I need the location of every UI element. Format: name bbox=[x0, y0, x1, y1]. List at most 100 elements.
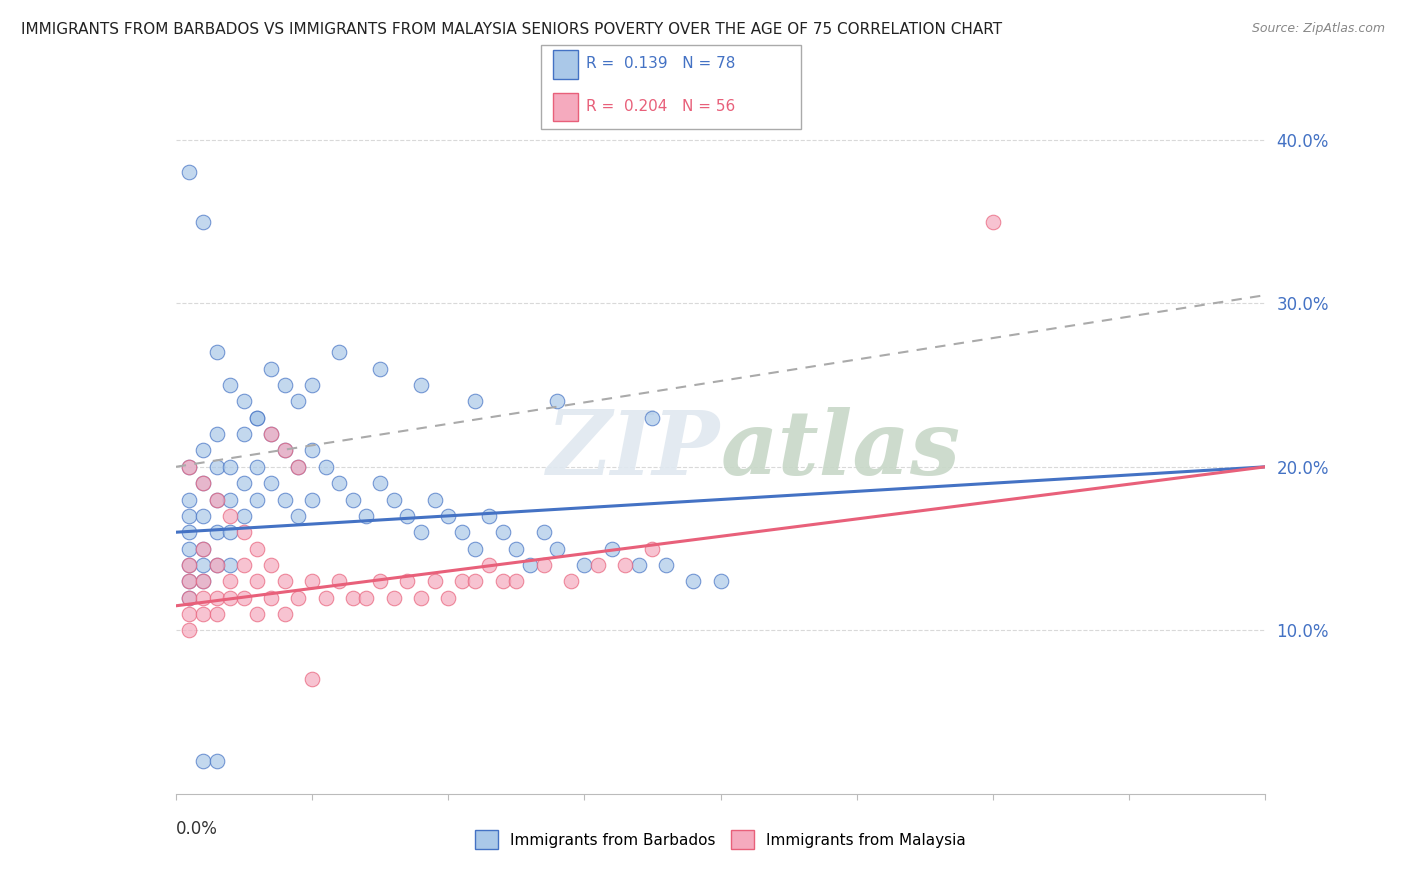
Point bbox=[191, 443, 214, 458]
Point bbox=[179, 165, 201, 179]
Point bbox=[179, 525, 201, 540]
Point bbox=[191, 607, 214, 621]
Point bbox=[342, 591, 364, 605]
Point bbox=[627, 558, 650, 572]
Point bbox=[179, 591, 201, 605]
Point bbox=[274, 492, 297, 507]
Point bbox=[274, 378, 297, 392]
Point bbox=[205, 558, 228, 572]
Point bbox=[205, 492, 228, 507]
Point bbox=[437, 591, 460, 605]
Point bbox=[191, 476, 214, 491]
Point bbox=[274, 574, 297, 589]
Point bbox=[179, 574, 201, 589]
Point bbox=[600, 541, 623, 556]
Point bbox=[246, 607, 269, 621]
Text: Source: ZipAtlas.com: Source: ZipAtlas.com bbox=[1251, 22, 1385, 36]
Point bbox=[232, 525, 254, 540]
Point bbox=[246, 574, 269, 589]
Text: R =  0.139   N = 78: R = 0.139 N = 78 bbox=[586, 56, 735, 71]
Point bbox=[492, 574, 515, 589]
Point bbox=[315, 591, 337, 605]
Point bbox=[614, 558, 637, 572]
Point bbox=[328, 476, 350, 491]
Point bbox=[505, 574, 527, 589]
Point bbox=[219, 574, 242, 589]
Point bbox=[246, 459, 269, 474]
Point bbox=[179, 492, 201, 507]
Point bbox=[232, 394, 254, 409]
Point bbox=[232, 427, 254, 442]
Point bbox=[191, 574, 214, 589]
Point bbox=[301, 574, 323, 589]
Point bbox=[710, 574, 733, 589]
Point bbox=[205, 607, 228, 621]
Point bbox=[382, 492, 405, 507]
Point bbox=[205, 558, 228, 572]
Point bbox=[232, 591, 254, 605]
Point bbox=[260, 427, 283, 442]
Point bbox=[246, 410, 269, 425]
Point bbox=[219, 558, 242, 572]
Point bbox=[641, 410, 664, 425]
Point bbox=[382, 591, 405, 605]
Point bbox=[546, 541, 568, 556]
Point bbox=[219, 459, 242, 474]
Point bbox=[179, 624, 201, 638]
Point bbox=[274, 443, 297, 458]
Point bbox=[533, 558, 555, 572]
Point bbox=[356, 591, 378, 605]
Point bbox=[205, 427, 228, 442]
Point bbox=[368, 574, 391, 589]
Point bbox=[356, 508, 378, 523]
Point bbox=[505, 541, 527, 556]
Point bbox=[423, 492, 446, 507]
Text: atlas: atlas bbox=[721, 408, 960, 493]
Point bbox=[191, 541, 214, 556]
Point bbox=[191, 508, 214, 523]
Point bbox=[546, 394, 568, 409]
Point bbox=[301, 673, 323, 687]
Point bbox=[396, 508, 419, 523]
Point bbox=[205, 459, 228, 474]
Point bbox=[205, 754, 228, 768]
Point bbox=[191, 574, 214, 589]
Point bbox=[179, 508, 201, 523]
Point bbox=[191, 476, 214, 491]
Point bbox=[981, 214, 1004, 228]
Point bbox=[205, 591, 228, 605]
Text: ZIP: ZIP bbox=[547, 408, 721, 493]
Point bbox=[232, 558, 254, 572]
Point bbox=[641, 541, 664, 556]
Point bbox=[368, 361, 391, 376]
Point bbox=[260, 558, 283, 572]
Point bbox=[287, 459, 309, 474]
Point bbox=[191, 541, 214, 556]
Point bbox=[423, 574, 446, 589]
Point bbox=[246, 541, 269, 556]
Point bbox=[328, 574, 350, 589]
Point bbox=[464, 541, 486, 556]
Point bbox=[437, 508, 460, 523]
Point bbox=[450, 525, 472, 540]
Point bbox=[205, 525, 228, 540]
Point bbox=[219, 525, 242, 540]
Text: 0.0%: 0.0% bbox=[176, 820, 218, 838]
Point bbox=[179, 558, 201, 572]
Point bbox=[179, 541, 201, 556]
Point bbox=[191, 558, 214, 572]
Point bbox=[464, 574, 486, 589]
Point bbox=[205, 345, 228, 359]
Point bbox=[464, 394, 486, 409]
Point bbox=[191, 214, 214, 228]
Point bbox=[315, 459, 337, 474]
Point bbox=[301, 378, 323, 392]
Point bbox=[232, 508, 254, 523]
Point bbox=[492, 525, 515, 540]
Point bbox=[219, 492, 242, 507]
Point bbox=[191, 754, 214, 768]
Point bbox=[287, 459, 309, 474]
Point bbox=[655, 558, 678, 572]
Point bbox=[328, 345, 350, 359]
Point bbox=[219, 378, 242, 392]
